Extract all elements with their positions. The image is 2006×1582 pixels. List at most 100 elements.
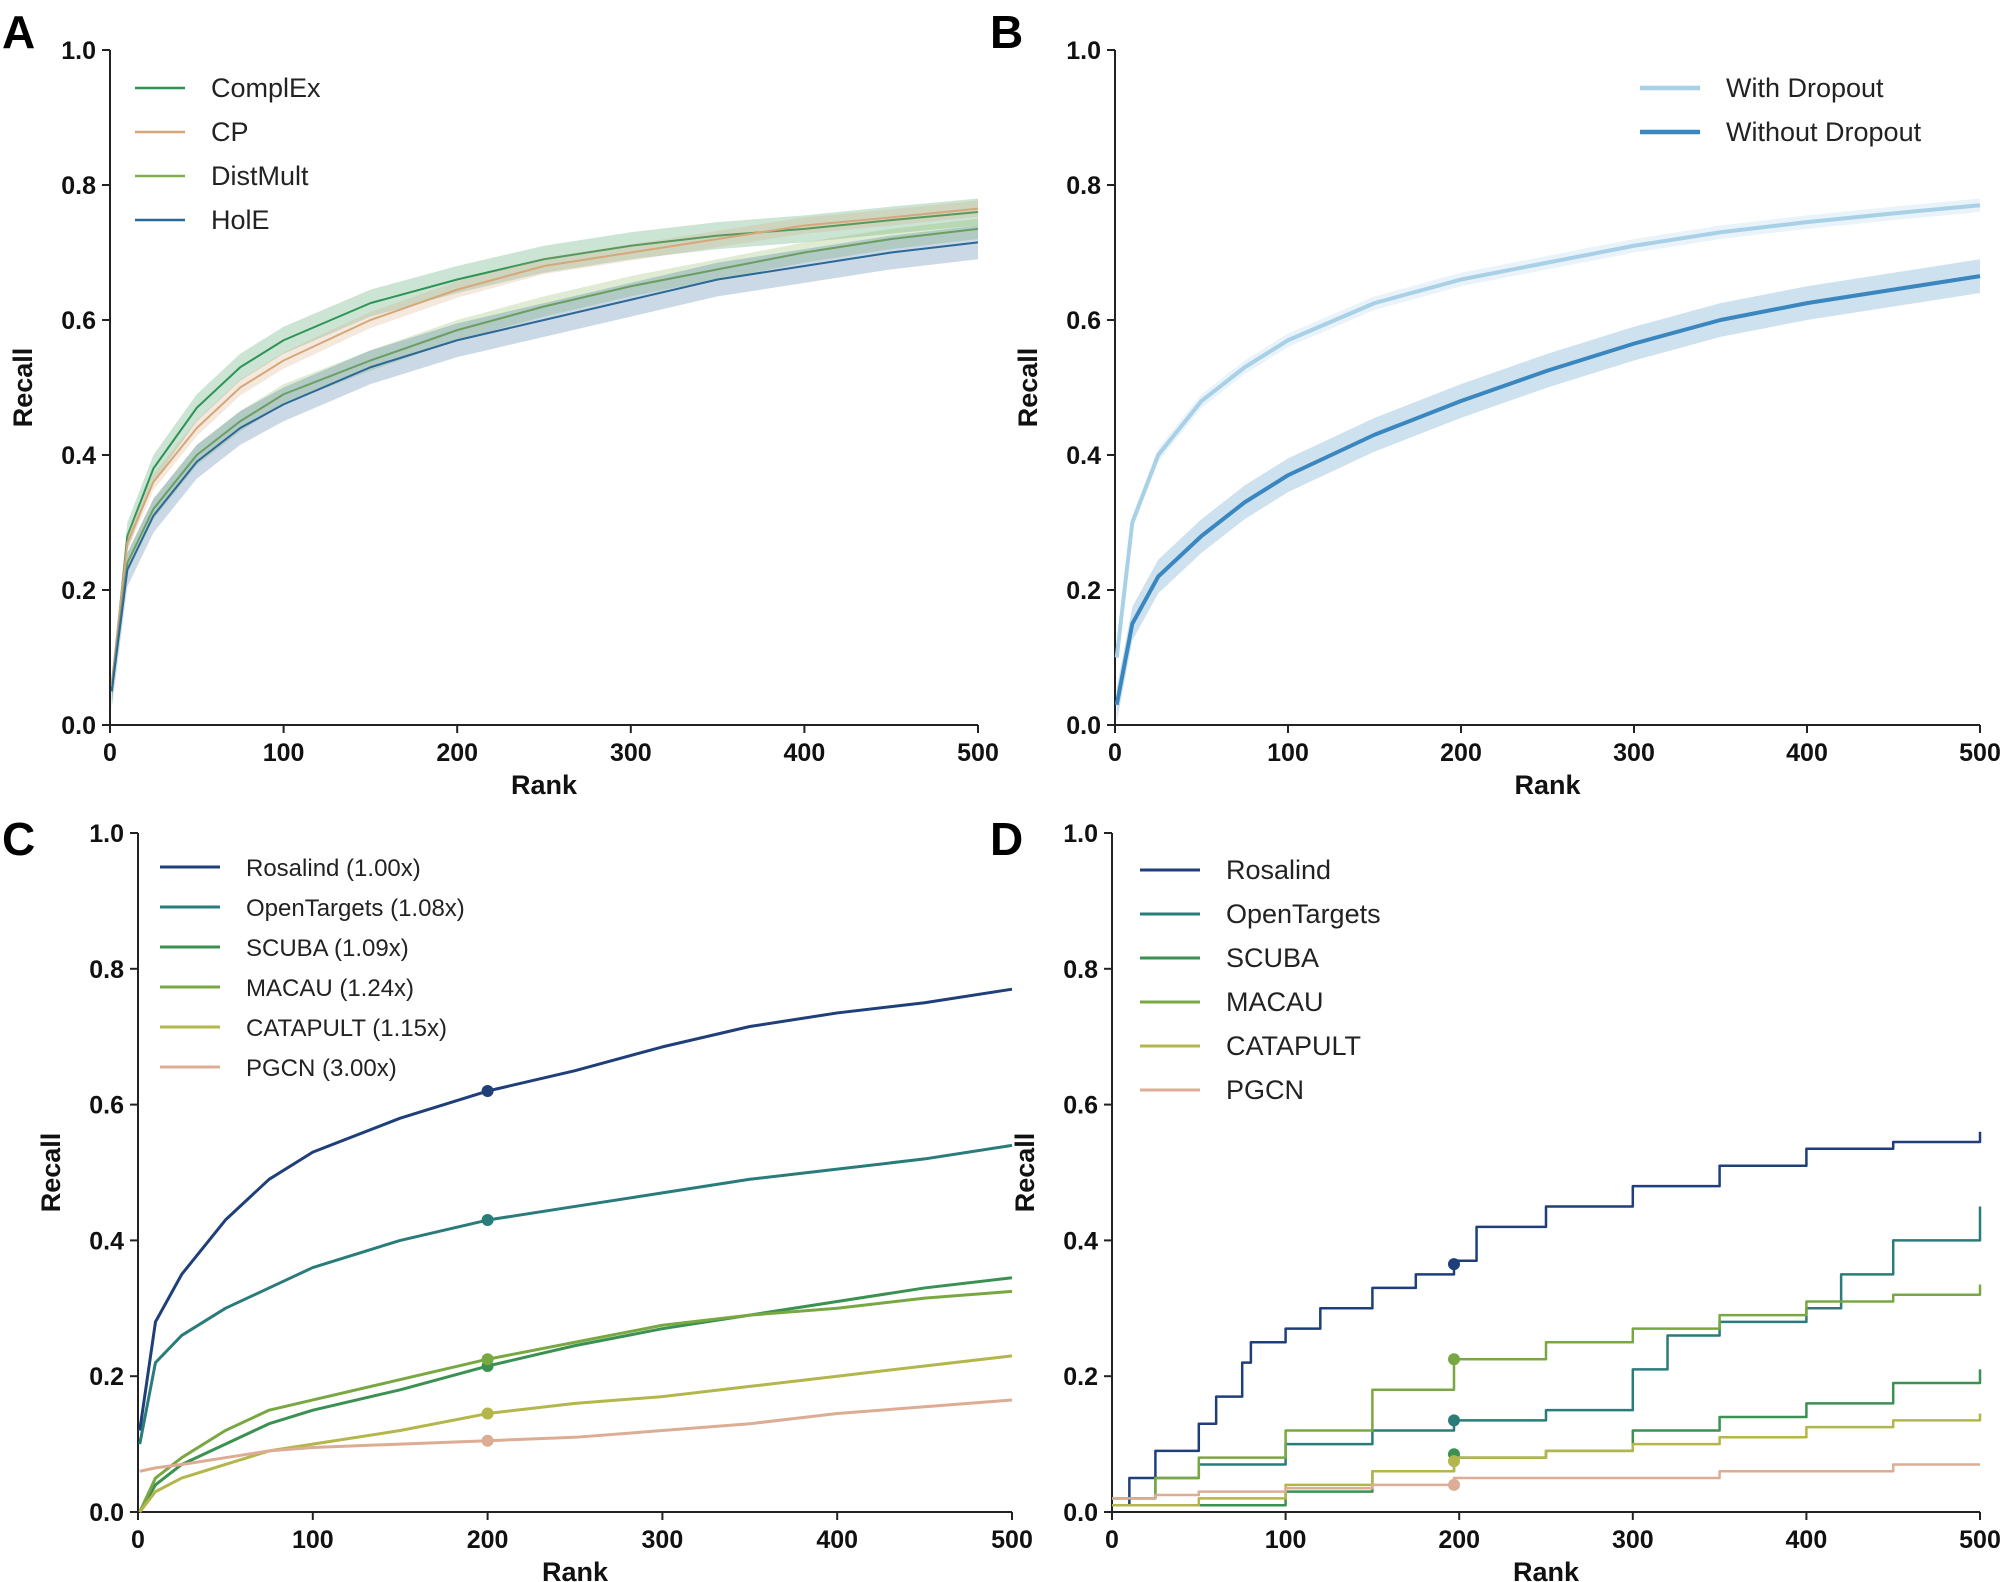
y-tick-label: 0.4 [61,442,96,470]
series-marker-rosalind [1447,1258,1460,1271]
series-line-rosalind [1112,1131,1982,1507]
legend-label-macau: MACAU [1226,987,1324,1017]
series-marker-pgcn-3-00x [481,1434,494,1447]
series-line-catapult [1112,1413,1982,1507]
series-line-macau-1-24x [138,1289,1013,1513]
x-tick-label: 500 [1959,1526,2001,1554]
legend-label-rosalind-1-00x: Rosalind (1.00x) [246,855,421,882]
series-line-opentargets [1112,1206,1982,1500]
legend-label-macau-1-24x: MACAU (1.24x) [246,975,414,1002]
chart-panel-c: 0.0 0.2 0.4 0.6 0.8 1.0 0 100 200 300 400 500 Rank Re… [36,820,1033,1582]
series-line-cp [110,207,979,685]
y-tick-label: 0.4 [1066,442,1101,470]
series-marker-macau [1447,1353,1460,1366]
y-tick-label: 0.0 [89,1499,124,1527]
series-marker-pgcn [1447,1478,1460,1491]
y-tick-label: 1.0 [1063,820,1098,848]
y-tick-label: 0.6 [61,307,96,335]
x-tick-label: 500 [1959,739,2001,767]
y-tick-label: 0.4 [1063,1227,1098,1255]
x-tick-label: 0 [1105,1526,1119,1554]
series-line-distmult [110,227,979,692]
legend-label-catapult-1-15x: CATAPULT (1.15x) [246,1015,447,1042]
x-tick-label: 200 [436,739,478,767]
x-tick-label: 500 [991,1526,1033,1554]
series-band-distmult [111,218,978,702]
x-tick-label: 100 [263,739,305,767]
legend-label-complex: ComplEx [211,73,321,103]
y-tick-label: 0.8 [1063,956,1098,984]
series-band-with-dropout [1116,198,1980,665]
x-tick-label: 200 [1440,739,1482,767]
x-tick-label: 400 [784,739,826,767]
y-axis-title: Recall [1010,1133,1040,1213]
y-tick-label: 0.8 [61,172,96,200]
y-axis-title: Recall [8,348,38,428]
series-marker-opentargets [1447,1414,1460,1427]
series-band-complex [111,198,978,705]
x-tick-label: 200 [1438,1526,1480,1554]
legend-label-pgcn-3-00x: PGCN (3.00x) [246,1055,397,1082]
y-tick-label: 0.2 [1066,577,1101,605]
legend-label-pgcn: PGCN [1226,1075,1304,1105]
y-tick-label: 0.8 [89,956,124,984]
series-marker-macau-1-24x [481,1353,494,1366]
series-line-macau [1112,1284,1982,1500]
y-tick-label: 1.0 [1066,37,1101,65]
x-tick-label: 400 [1786,739,1828,767]
x-tick-label: 300 [1613,739,1655,767]
series-line-complex [110,211,979,692]
x-tick-label: 100 [292,1526,334,1554]
x-tick-label: 0 [103,739,117,767]
y-axis-title: Recall [36,1133,66,1213]
y-axis-title: Recall [1013,348,1043,428]
series-marker-catapult-1-15x [481,1407,494,1420]
x-tick-label: 400 [1786,1526,1828,1554]
series-band-without-dropout [1116,259,1980,722]
x-axis-title: Rank [1513,1557,1580,1582]
legend-label-distmult: DistMult [211,161,309,191]
series-line-with-dropout [1114,203,1981,658]
y-tick-label: 0.0 [61,712,96,740]
y-tick-label: 0.4 [89,1227,124,1255]
x-tick-label: 100 [1265,1526,1307,1554]
series-line-rosalind-1-00x [138,987,1013,1431]
series-line-pgcn [1112,1463,1980,1500]
x-tick-label: 200 [467,1526,509,1554]
chart-panel-a: 0.0 0.2 0.4 0.6 0.8 1.0 0 100 200 300 400 500 Rank Re… [8,37,999,800]
x-tick-label: 300 [610,739,652,767]
y-tick-label: 0.6 [1063,1092,1098,1120]
x-tick-label: 100 [1267,739,1309,767]
legend-label-opentargets: OpenTargets [1226,899,1381,929]
legend-label-opentargets-1-08x: OpenTargets (1.08x) [246,895,465,922]
y-tick-label: 0.2 [1063,1363,1098,1391]
legend-label-catapult: CATAPULT [1226,1031,1361,1061]
x-tick-label: 0 [131,1526,145,1554]
y-tick-label: 0.2 [89,1363,124,1391]
y-tick-label: 1.0 [89,820,124,848]
y-tick-label: 0.6 [89,1092,124,1120]
y-tick-label: 0.0 [1066,712,1101,740]
x-tick-label: 300 [642,1526,684,1554]
series-marker-opentargets-1-08x [481,1214,494,1227]
series-line-opentargets-1-08x [138,1143,1013,1445]
chart-panel-b: 0.0 0.2 0.4 0.6 0.8 1.0 0 100 200 300 400 500 Rank Re… [1013,37,2001,800]
x-tick-label: 300 [1612,1526,1654,1554]
x-axis-title: Rank [511,770,578,800]
panel-letter-c: C [2,813,35,865]
legend-label-hole: HolE [211,205,270,235]
panel-letter-d: D [990,813,1023,865]
legend-label-rosalind: Rosalind [1226,855,1331,885]
series-line-scuba-1-09x [138,1276,1013,1513]
series-marker-rosalind-1-00x [481,1085,494,1098]
y-tick-label: 0.6 [1066,307,1101,335]
chart-panel-d: 0.0 0.2 0.4 0.6 0.8 1.0 0 100 200 300 400 500 Rank Re… [1010,820,2001,1582]
series-line-catapult-1-15x [138,1354,1013,1513]
panel-letter-b: B [990,6,1023,58]
y-tick-label: 1.0 [61,37,96,65]
panel-letter-a: A [2,6,35,58]
series-band-hole [111,225,978,709]
series-line-pgcn-3-00x [139,1398,1013,1473]
y-tick-label: 0.2 [61,577,96,605]
